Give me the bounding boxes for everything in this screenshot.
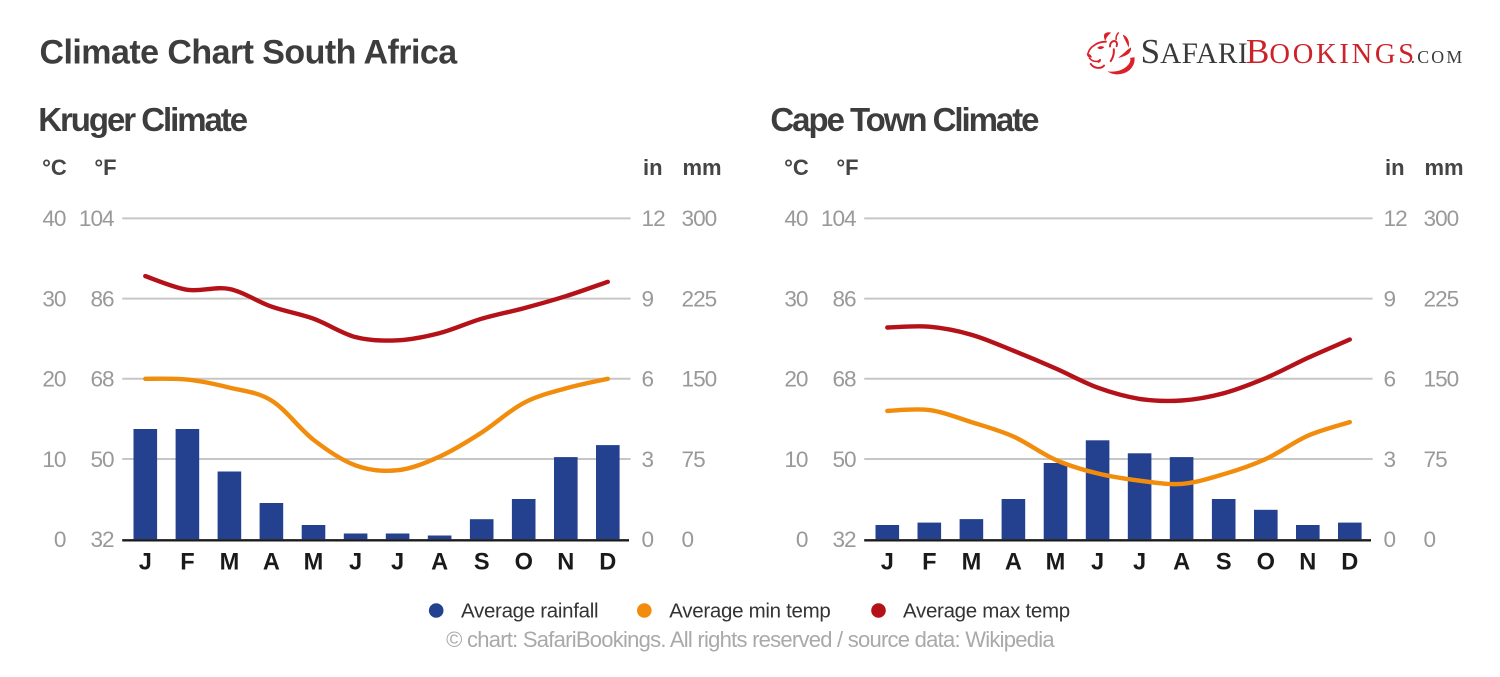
svg-text:in: in [643,155,663,180]
svg-text:N: N [1299,550,1316,576]
svg-text:J: J [1091,550,1104,576]
svg-text:A: A [431,550,448,576]
svg-text:10: 10 [784,447,808,472]
svg-text:A: A [1005,550,1022,576]
svg-text:225: 225 [1424,286,1459,311]
svg-text:M: M [220,550,240,576]
svg-text:Average min temp: Average min temp [669,600,830,623]
svg-text:3: 3 [1384,447,1396,472]
svg-text:75: 75 [1424,447,1448,472]
svg-text:SAFARI: SAFARI [1141,32,1248,71]
svg-text:M: M [962,550,982,576]
svg-text:Cape Town Climate: Cape Town Climate [770,101,1039,138]
svg-text:F: F [922,550,936,576]
svg-text:20: 20 [784,367,808,392]
svg-text:Average max temp: Average max temp [903,600,1070,623]
svg-text:Kruger Climate: Kruger Climate [38,101,248,138]
svg-text:J: J [391,550,404,576]
svg-text:20: 20 [42,367,66,392]
svg-text:S: S [1216,550,1232,576]
svg-text:9: 9 [1384,286,1396,311]
svg-text:0: 0 [642,527,654,552]
svg-text:© chart: SafariBookings. All r: © chart: SafariBookings. All rights rese… [446,627,1055,652]
svg-text:6: 6 [1384,367,1396,392]
svg-text:9: 9 [642,286,654,311]
svg-text:°F: °F [836,155,858,180]
svg-text:mm: mm [1425,155,1464,180]
svg-text:150: 150 [1424,367,1459,392]
svg-text:M: M [304,550,324,576]
svg-text:40: 40 [42,206,66,231]
svg-text:°C: °C [42,155,67,180]
svg-text:225: 225 [682,286,717,311]
svg-text:0: 0 [1384,527,1396,552]
svg-text:0: 0 [682,527,694,552]
svg-text:A: A [263,550,280,576]
svg-text:12: 12 [642,206,666,231]
svg-text:32: 32 [832,527,856,552]
svg-text:BOOKINGS: BOOKINGS [1246,32,1417,71]
svg-text:3: 3 [642,447,654,472]
svg-text:6: 6 [642,367,654,392]
svg-text:mm: mm [683,155,722,180]
svg-text:0: 0 [54,527,66,552]
svg-text:68: 68 [832,367,856,392]
svg-text:0: 0 [1424,527,1436,552]
svg-text:J: J [139,550,152,576]
svg-text:12: 12 [1384,206,1408,231]
svg-text:Average rainfall: Average rainfall [461,600,598,623]
svg-text:N: N [557,550,574,576]
svg-text:86: 86 [832,286,856,311]
svg-text:O: O [515,550,533,576]
svg-text:104: 104 [79,206,114,231]
svg-text:150: 150 [682,367,717,392]
svg-text:M: M [1046,550,1066,576]
svg-text:S: S [474,550,490,576]
svg-text:A: A [1173,550,1190,576]
svg-text:°C: °C [784,155,809,180]
svg-text:30: 30 [784,286,808,311]
svg-text:D: D [1341,550,1358,576]
svg-text:Climate Chart South Africa: Climate Chart South Africa [40,33,459,71]
svg-text:F: F [180,550,194,576]
svg-text:50: 50 [832,447,856,472]
svg-text:32: 32 [90,527,114,552]
svg-text:°F: °F [94,155,116,180]
svg-text:30: 30 [42,286,66,311]
svg-text:300: 300 [682,206,717,231]
svg-text:10: 10 [42,447,66,472]
svg-text:O: O [1257,550,1275,576]
svg-text:40: 40 [784,206,808,231]
svg-text:75: 75 [682,447,706,472]
svg-text:J: J [881,550,894,576]
svg-text:D: D [599,550,616,576]
svg-text:300: 300 [1424,206,1459,231]
svg-text:104: 104 [821,206,856,231]
svg-text:50: 50 [90,447,114,472]
svg-text:86: 86 [90,286,114,311]
svg-text:J: J [1133,550,1146,576]
svg-text:.COM: .COM [1411,47,1465,67]
svg-text:J: J [349,550,362,576]
svg-text:in: in [1385,155,1405,180]
svg-text:68: 68 [90,367,114,392]
svg-text:0: 0 [796,527,808,552]
